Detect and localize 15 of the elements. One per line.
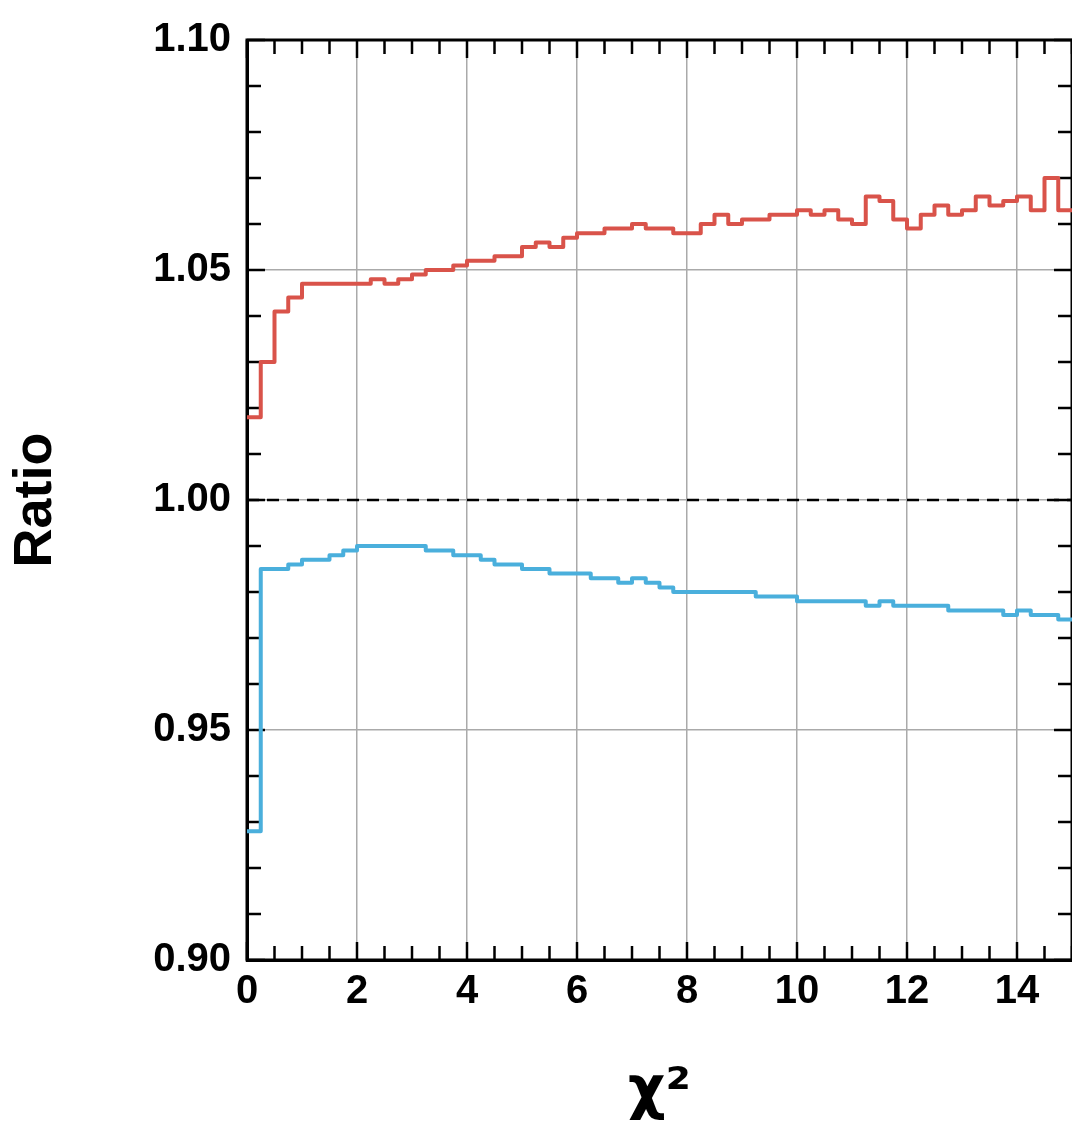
x-tick-label: 12 — [884, 967, 930, 1012]
x-tick-label: 14 — [994, 967, 1040, 1012]
y-axis-title: Ratio — [2, 432, 63, 568]
y-tick-label: 1.10 — [153, 15, 231, 60]
x-tick-label: 2 — [345, 967, 369, 1012]
y-tick-label: 1.05 — [153, 245, 231, 290]
y-tick-label: 1.00 — [153, 475, 231, 520]
y-tick-label: 0.95 — [153, 705, 231, 750]
x-axis-title: χ² — [628, 1054, 691, 1123]
x-tick-label: 0 — [235, 967, 259, 1012]
x-tick-label: 10 — [774, 967, 820, 1012]
x-tick-label: 8 — [675, 967, 699, 1012]
y-tick-label: 0.90 — [153, 935, 231, 980]
x-tick-label: 6 — [565, 967, 589, 1012]
x-tick-label: 4 — [455, 967, 479, 1012]
